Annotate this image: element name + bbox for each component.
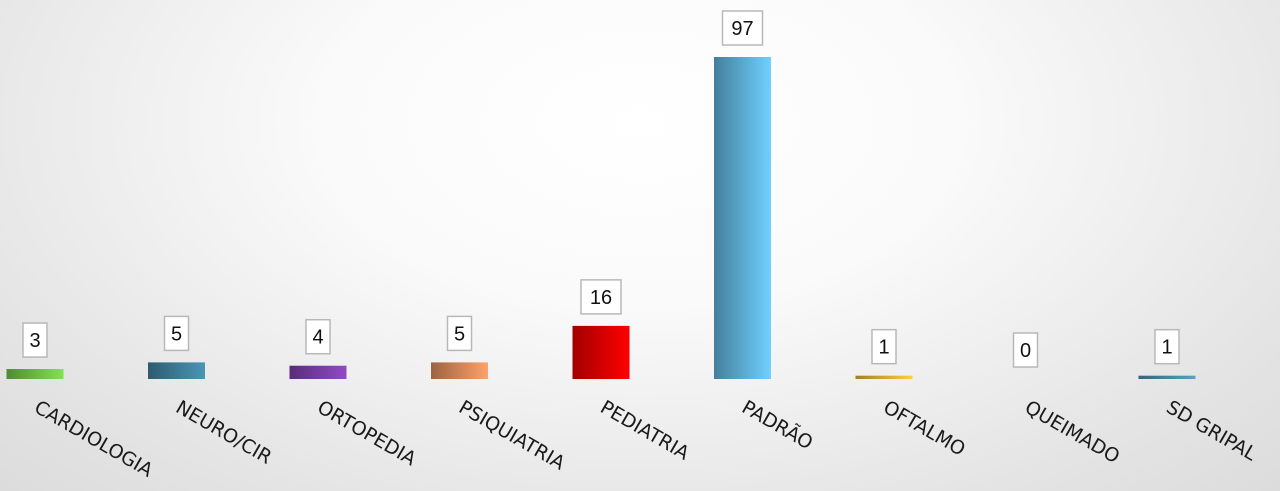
category-label-queimado: QUEIMADO: [1021, 396, 1123, 468]
bar-pediatria: [572, 325, 630, 379]
value-box-cardiologia: [22, 322, 48, 358]
value-box-neuro-cir: [163, 315, 190, 352]
value-box-padrao: [721, 10, 764, 46]
value-label-pediatria: 16: [590, 287, 612, 309]
category-label-oftalmo: OFTALMO: [880, 396, 969, 460]
value-label-ortopedia: 4: [312, 327, 323, 349]
category-label-cardiologia: CARDIOLOGIA: [31, 396, 157, 481]
bar-cardiologia: [6, 369, 64, 379]
bar-psiquiatria: [431, 362, 488, 379]
bars-group: [6, 57, 1196, 379]
value-box-ortopedia: [305, 318, 331, 355]
bar-oftalmo: [855, 375, 913, 379]
category-label-padrao: PADRÃO: [738, 395, 817, 454]
value-box-queimado: [1012, 332, 1039, 368]
value-label-psiquiatria: 5: [454, 323, 465, 345]
category-label-neuro-cir: NEURO/CIR: [172, 396, 275, 468]
value-label-oftalmo: 1: [878, 337, 889, 359]
bar-neuro-cir: [148, 362, 205, 379]
value-label-sd-gripal: 1: [1161, 337, 1172, 359]
category-labels-group: CARDIOLOGIA NEURO/CIR ORTOPEDIA PSIQUIATRIA…: [31, 395, 1261, 481]
category-label-ortopedia: ORTOPEDIA: [314, 396, 420, 470]
bar-ortopedia: [289, 365, 347, 379]
value-labels-group: 3 5 4 5 16 97 1 0 1: [22, 10, 1180, 368]
value-label-queimado: 0: [1020, 340, 1031, 362]
bar-sd-gripal: [1138, 375, 1196, 379]
value-box-oftalmo: [871, 328, 897, 365]
value-label-cardiologia: 3: [29, 330, 40, 352]
value-box-pediatria: [580, 279, 622, 315]
category-label-sd-gripal: SD GRIPAL: [1163, 396, 1261, 465]
value-label-neuro-cir: 5: [171, 323, 182, 345]
value-box-sd-gripal: [1154, 328, 1180, 365]
bar-padrao: [714, 57, 771, 379]
category-label-pediatria: PEDIATRIA: [597, 396, 693, 464]
category-label-psiquiatria: PSIQUIATRIA: [455, 396, 569, 474]
value-box-psiquiatria: [446, 315, 473, 352]
value-label-padrao: 97: [731, 18, 753, 40]
